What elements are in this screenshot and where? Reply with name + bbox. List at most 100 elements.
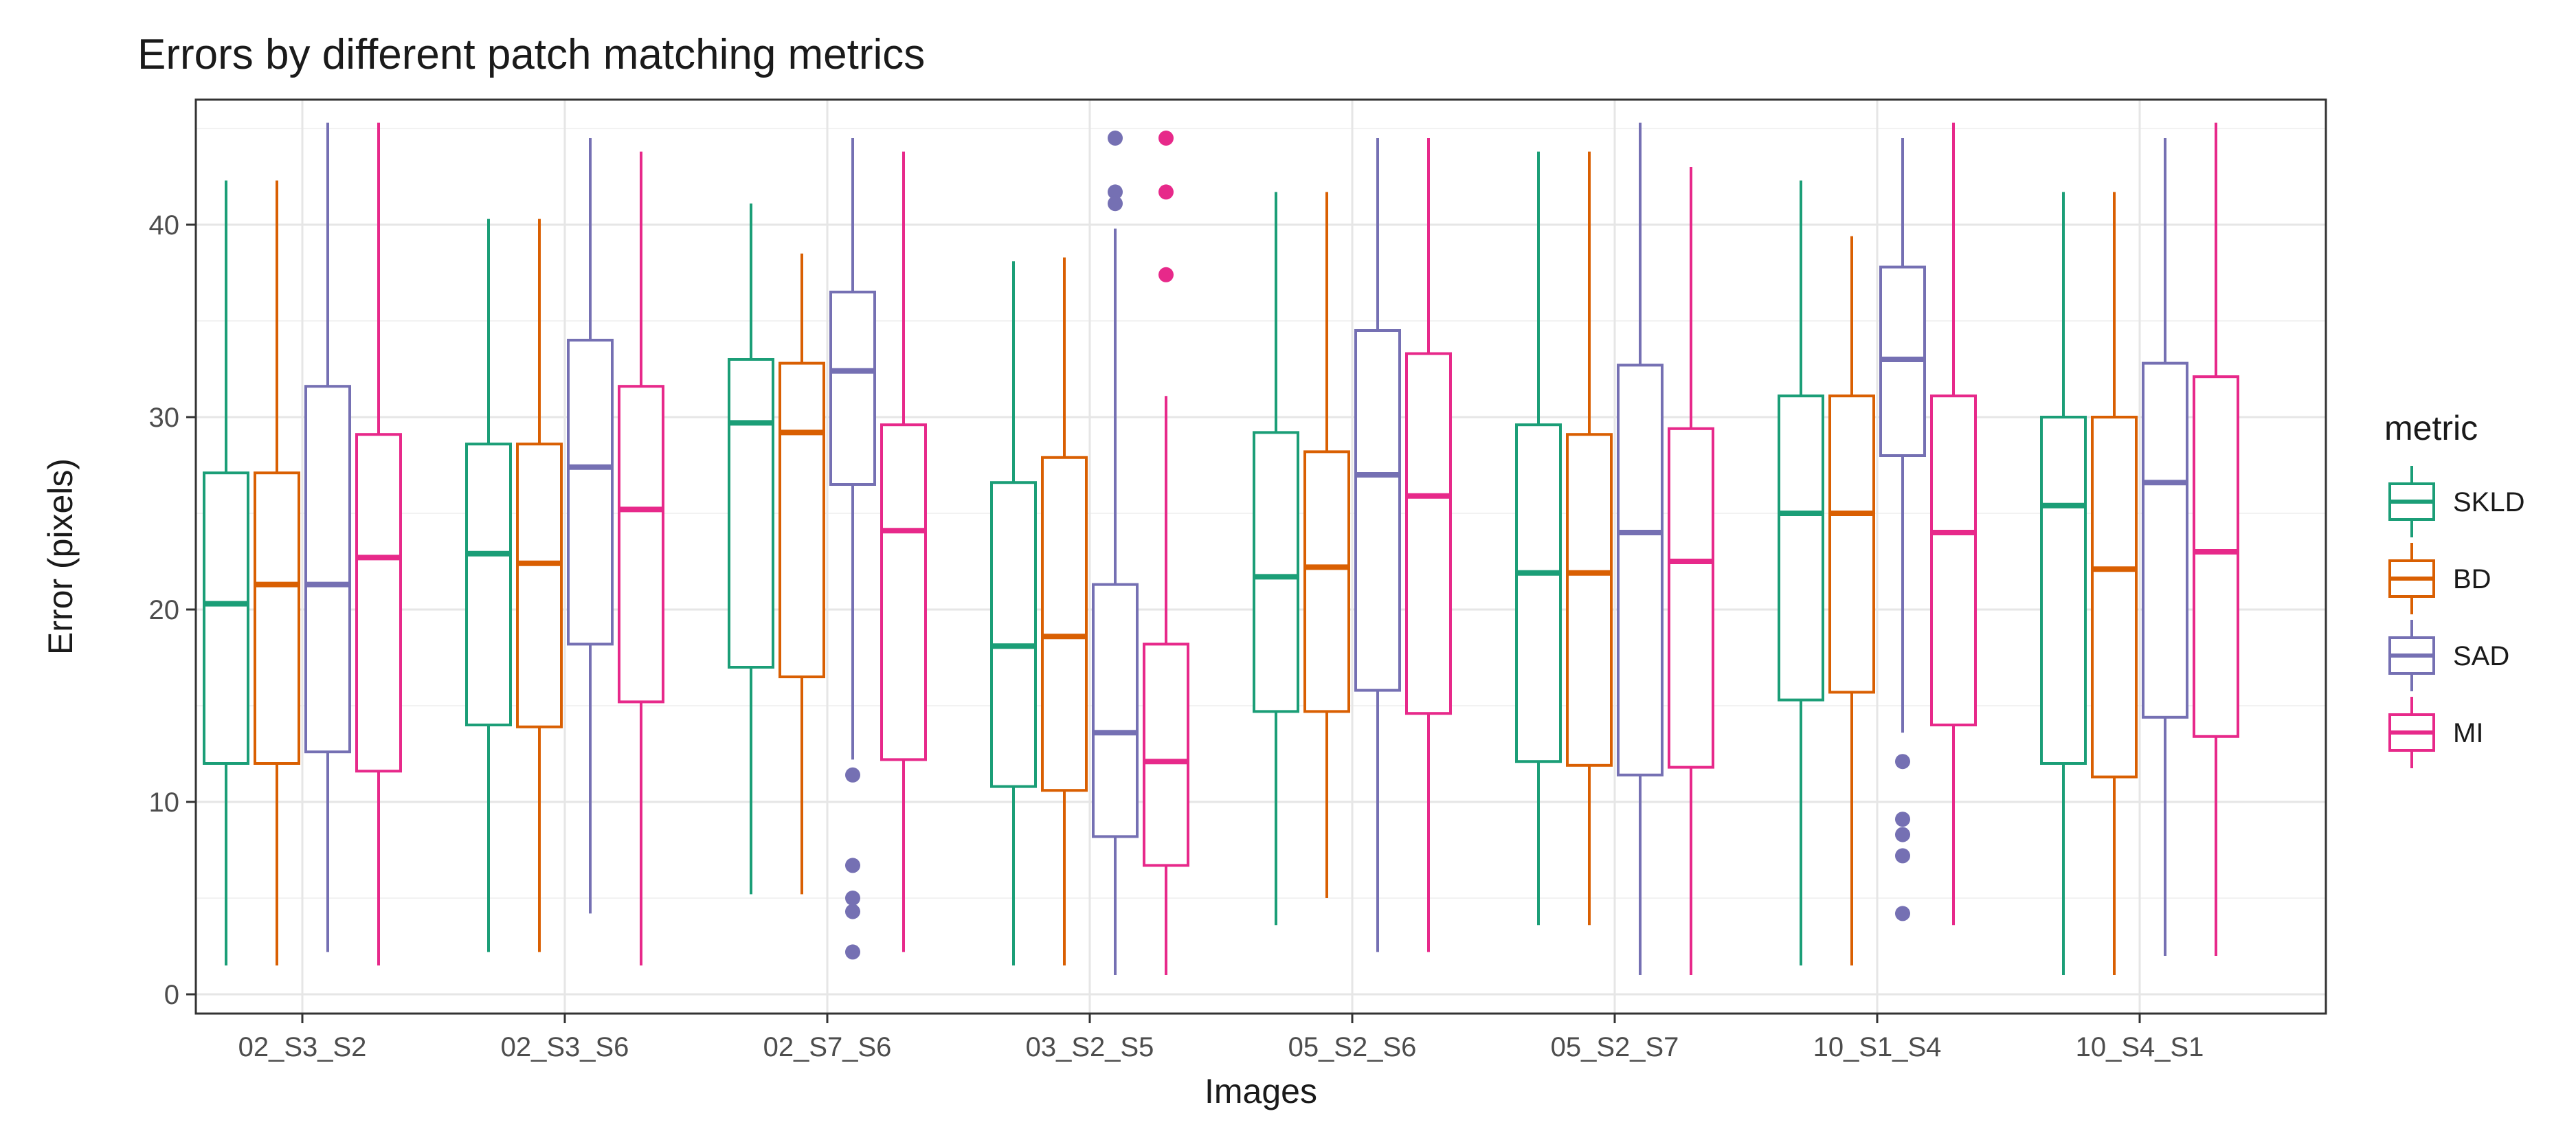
y-tick-label: 40 (149, 210, 180, 241)
outlier-point (1158, 267, 1174, 282)
outlier-point (1895, 827, 1910, 842)
chart-title: Errors by different patch matching metri… (137, 31, 925, 78)
box-sad-05_s2_s7 (1617, 122, 1664, 975)
box-mi-10_s4_s1 (2193, 122, 2239, 956)
x-tick-label: 03_S2_S5 (1026, 1032, 1154, 1062)
box-mi-10_s1_s4 (1930, 122, 1977, 926)
box-iqr (618, 385, 664, 704)
y-axis-title: Error (pixels) (41, 458, 80, 655)
box-iqr (1354, 329, 1401, 692)
y-tick-label: 0 (164, 980, 179, 1010)
box-iqr (779, 361, 825, 678)
legend-title: metric (2384, 409, 2478, 447)
legend: metric SKLD BD SAD MI (2384, 409, 2525, 768)
legend-key-bd: BD (2388, 543, 2491, 614)
x-tick-label: 10_S4_S1 (2076, 1032, 2204, 1062)
box-bd-05_s2_s6 (1303, 192, 1350, 898)
y-tick-label: 20 (149, 595, 180, 625)
x-tick-label: 05_S2_S6 (1288, 1032, 1417, 1062)
outlier-point (845, 767, 860, 783)
box-iqr (304, 385, 351, 754)
box-iqr (1566, 433, 1613, 767)
outlier-point (1895, 812, 1910, 827)
outlier-point (845, 944, 860, 960)
x-axis-title: Images (1205, 1072, 1317, 1110)
box-sad-03_s2_s5 (1092, 131, 1139, 975)
legend-label: SAD (2453, 641, 2509, 671)
box-iqr (1405, 352, 1452, 715)
x-tick-label: 02_S7_S6 (763, 1032, 892, 1062)
box-mi-02_s3_s2 (355, 122, 402, 965)
outlier-point (1108, 196, 1123, 212)
box-iqr (1041, 456, 1088, 792)
outlier-point (845, 904, 860, 919)
legend-key-sad: SAD (2388, 620, 2509, 691)
outlier-point (1158, 131, 1174, 146)
box-iqr (465, 443, 512, 726)
box-iqr (1092, 583, 1139, 838)
box-iqr (2040, 416, 2087, 765)
box-iqr (2142, 361, 2188, 719)
box-iqr (1778, 394, 1824, 702)
box-bd-10_s1_s4 (1828, 236, 1875, 965)
legend-key-skld: SKLD (2388, 466, 2525, 537)
box-sad-05_s2_s6 (1354, 138, 1401, 952)
box-layer (203, 122, 2239, 975)
y-tick-label: 30 (149, 403, 180, 433)
box-iqr (1303, 450, 1350, 713)
box-mi-03_s2_s5 (1143, 131, 1189, 975)
box-iqr (254, 471, 300, 765)
box-iqr (567, 339, 614, 646)
box-iqr (1143, 642, 1189, 867)
box-iqr (829, 291, 876, 486)
box-iqr (2091, 416, 2138, 779)
box-bd-03_s2_s5 (1041, 257, 1088, 965)
box-skld-05_s2_s6 (1253, 192, 1299, 926)
box-skld-03_s2_s5 (990, 261, 1037, 965)
box-iqr (2193, 375, 2239, 738)
y-tick-label: 10 (149, 787, 180, 818)
outlier-point (1158, 184, 1174, 200)
outlier-point (1895, 754, 1910, 770)
box-bd-10_s4_s1 (2091, 192, 2138, 975)
legend-key-mi: MI (2388, 697, 2483, 768)
x-tick-label: 05_S2_S7 (1551, 1032, 1679, 1062)
outlier-point (845, 891, 860, 906)
plot-border (194, 98, 2327, 1015)
box-bd-02_s3_s2 (254, 180, 300, 965)
x-tick-label: 02_S3_S2 (238, 1032, 367, 1062)
box-bd-02_s3_s6 (516, 219, 563, 952)
box-sad-02_s3_s6 (567, 138, 614, 914)
box-skld-02_s3_s6 (465, 219, 512, 952)
box-mi-02_s3_s6 (618, 151, 664, 965)
x-axis: 02_S3_S2 02_S3_S6 02_S7_S6 03_S2_S5 05_S2_S6… (238, 1014, 2204, 1062)
box-mi-05_s2_s6 (1405, 138, 1452, 952)
box-iqr (1253, 431, 1299, 713)
outlier-point (1895, 906, 1910, 921)
box-skld-10_s4_s1 (2040, 192, 2087, 975)
box-skld-02_s3_s2 (203, 180, 249, 965)
box-sad-02_s3_s2 (304, 122, 351, 952)
box-iqr (203, 471, 249, 765)
box-sad-02_s7_s6 (829, 138, 876, 960)
box-sad-10_s4_s1 (2142, 138, 2188, 956)
legend-label: SKLD (2453, 487, 2525, 517)
outlier-point (1895, 848, 1910, 864)
y-axis: 0 10 20 30 40 (149, 210, 196, 1010)
box-iqr (990, 481, 1037, 788)
box-skld-10_s1_s4 (1778, 180, 1824, 965)
box-bd-05_s2_s7 (1566, 151, 1613, 926)
x-tick-label: 02_S3_S6 (501, 1032, 629, 1062)
box-iqr (880, 423, 927, 761)
box-iqr (1515, 423, 1562, 763)
box-iqr (1668, 427, 1714, 769)
box-mi-02_s7_s6 (880, 151, 927, 952)
legend-label: BD (2453, 564, 2491, 594)
box-iqr (516, 443, 563, 728)
box-iqr (355, 433, 402, 773)
box-mi-05_s2_s7 (1668, 167, 1714, 975)
box-iqr (1930, 394, 1977, 726)
legend-label: MI (2453, 718, 2483, 748)
box-sad-10_s1_s4 (1879, 138, 1926, 921)
